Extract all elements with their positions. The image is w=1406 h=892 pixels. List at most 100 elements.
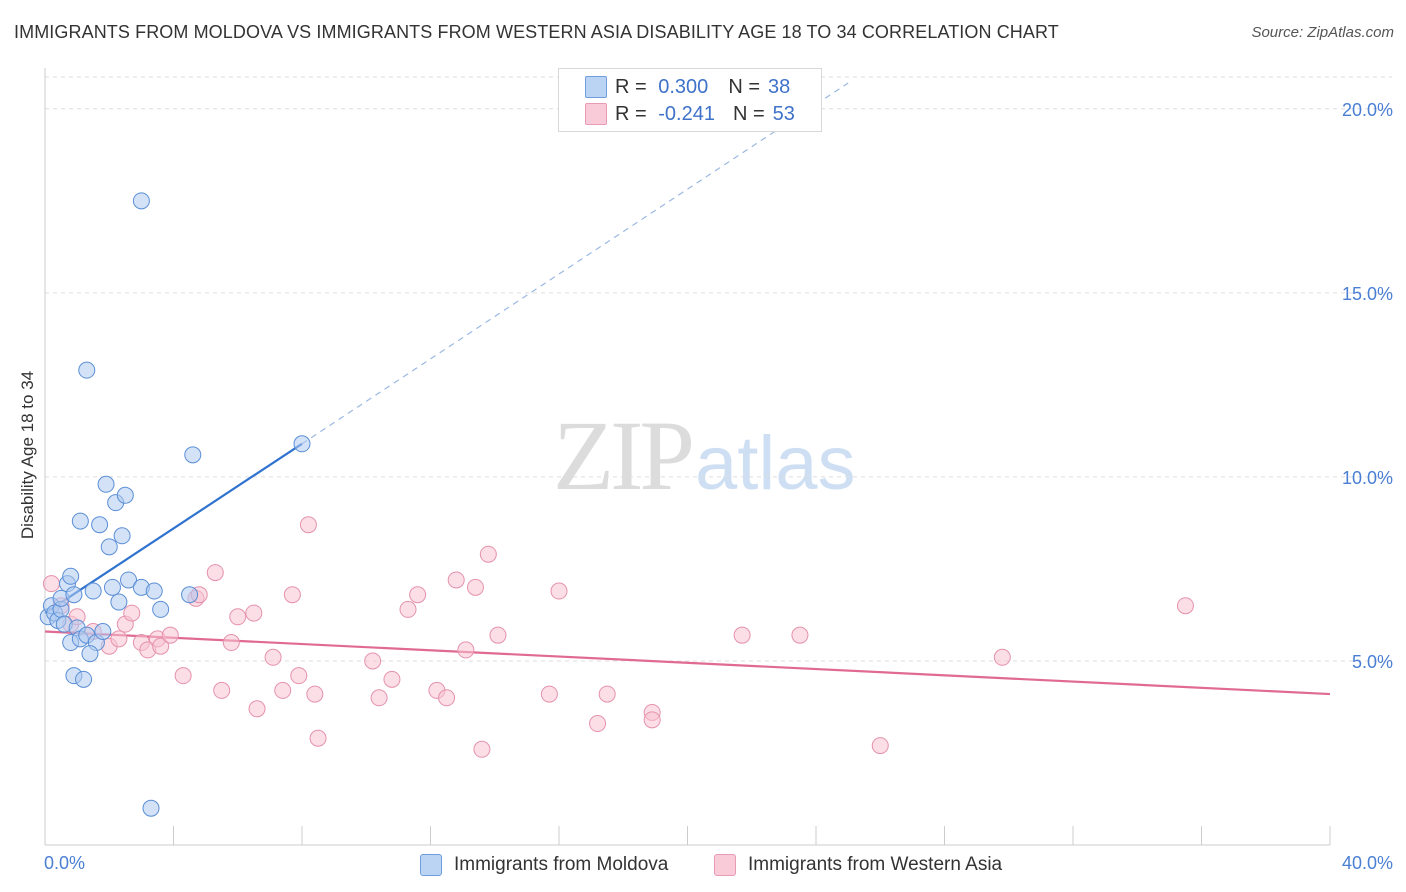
point-moldova [184,446,202,464]
point-moldova [142,799,160,817]
trendline-moldova-extension [301,82,849,445]
point-western-asia [447,571,465,589]
point-western-asia [309,729,327,747]
point-western-asia [229,608,247,626]
y-tick-label: 15.0% [1342,284,1393,304]
point-moldova [65,586,83,604]
point-moldova [152,600,170,618]
legend-r-label: R = [615,102,647,125]
legend-r-value-western-asia: -0.241 [658,102,715,125]
point-western-asia [110,630,128,648]
point-western-asia [473,740,491,758]
point-western-asia [248,700,266,718]
legend-r-label: R = [615,75,647,98]
point-moldova [97,475,115,493]
point-western-asia [399,600,417,618]
gridlines [45,76,1392,662]
point-moldova [181,586,199,604]
source-label: Source: ZipAtlas.com [1251,24,1394,41]
point-moldova [78,361,96,379]
point-moldova [91,516,109,534]
point-moldova [103,578,121,596]
point-moldova [113,527,131,545]
point-western-asia [290,667,308,685]
point-moldova [100,538,118,556]
point-western-asia [466,578,484,596]
y-tick-label: 5.0% [1352,652,1393,672]
point-western-asia [409,586,427,604]
tick-labels: 5.0% 10.0% 15.0% 20.0% 0.0% 40.0% [44,100,1393,873]
point-western-asia [213,681,231,699]
legend-swatch-moldova [585,76,607,98]
legend-row-western-asia: R = -0.241 N = 53 [585,101,795,127]
chart-title: IMMIGRANTS FROM MOLDOVA VS IMMIGRANTS FR… [14,22,1059,42]
point-western-asia [174,667,192,685]
point-western-asia [993,648,1011,666]
point-western-asia [643,711,661,729]
point-western-asia [479,545,497,563]
point-western-asia [489,626,507,644]
point-moldova [71,512,89,530]
point-western-asia [598,685,616,703]
point-moldova [293,435,311,453]
bottom-legend-western-asia: Immigrants from Western Asia [714,852,1002,878]
y-tick-label: 20.0% [1342,100,1393,120]
point-moldova [84,582,102,600]
point-moldova [116,486,134,504]
point-western-asia [264,648,282,666]
point-western-asia [438,689,456,707]
point-western-asia [1176,597,1194,615]
bottom-legend-swatch-moldova [420,854,442,876]
point-western-asia [364,652,382,670]
point-moldova [120,571,138,589]
point-western-asia [161,626,179,644]
point-western-asia [123,604,141,622]
point-moldova [81,645,99,663]
point-western-asia [42,575,60,593]
bottom-legend-swatch-western-asia [714,854,736,876]
y-axis-label: Disability Age 18 to 34 [18,371,37,539]
point-western-asia [540,685,558,703]
point-western-asia [457,641,475,659]
point-moldova [110,593,128,611]
point-western-asia [370,689,388,707]
point-western-asia [274,681,292,699]
bottom-legend-moldova: Immigrants from Moldova [420,852,668,878]
axes [44,68,1331,846]
point-western-asia [791,626,809,644]
x-tick-label: 40.0% [1342,853,1393,873]
legend-n-label: N = [728,75,760,98]
point-western-asia [871,737,889,755]
point-western-asia [245,604,263,622]
point-western-asia [589,715,607,733]
x-tick-label: 0.0% [44,853,85,873]
point-western-asia [550,582,568,600]
correlation-legend: R = 0.300 N = 38 R = -0.241 N = 53 [558,68,822,132]
point-moldova [145,582,163,600]
trendline-western-asia [44,630,1331,696]
point-western-asia [206,564,224,582]
point-moldova [94,623,112,641]
trendlines [44,82,1331,696]
point-western-asia [222,634,240,652]
point-western-asia [383,670,401,688]
point-western-asia [306,685,324,703]
legend-n-label: N = [732,102,765,125]
point-western-asia [299,516,317,534]
bottom-legend-label-western-asia: Immigrants from Western Asia [748,854,1003,875]
data-points [39,192,1194,817]
legend-n-value-western-asia: 53 [772,102,795,125]
legend-n-value-moldova: 38 [768,75,791,98]
point-western-asia [152,637,170,655]
point-moldova [132,192,150,210]
legend-row-moldova: R = 0.300 N = 38 [585,74,790,100]
legend-swatch-western-asia [585,103,607,125]
bottom-legend-label-moldova: Immigrants from Moldova [454,854,669,875]
point-moldova [75,670,93,688]
point-western-asia [283,586,301,604]
legend-r-value-moldova: 0.300 [658,75,709,98]
y-tick-label: 10.0% [1342,468,1393,488]
point-western-asia [733,626,751,644]
point-moldova [62,567,80,585]
